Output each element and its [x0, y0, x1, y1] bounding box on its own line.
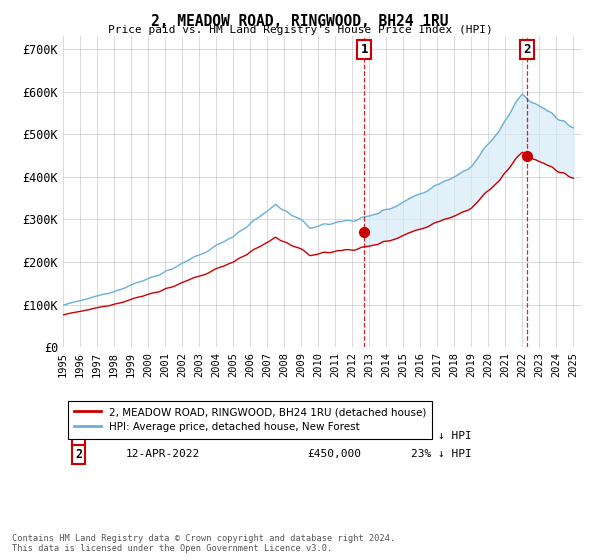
Text: 14-SEP-2012: 14-SEP-2012: [125, 431, 200, 441]
Legend: 2, MEADOW ROAD, RINGWOOD, BH24 1RU (detached house), HPI: Average price, detache: 2, MEADOW ROAD, RINGWOOD, BH24 1RU (deta…: [68, 400, 433, 438]
Text: 1: 1: [75, 430, 82, 442]
Text: 2: 2: [523, 43, 531, 55]
Text: Contains HM Land Registry data © Crown copyright and database right 2024.
This d: Contains HM Land Registry data © Crown c…: [12, 534, 395, 553]
Text: 2: 2: [75, 448, 82, 461]
Text: 23% ↓ HPI: 23% ↓ HPI: [411, 450, 472, 459]
Text: 23% ↓ HPI: 23% ↓ HPI: [411, 431, 472, 441]
Text: £450,000: £450,000: [307, 450, 361, 459]
Text: 2, MEADOW ROAD, RINGWOOD, BH24 1RU: 2, MEADOW ROAD, RINGWOOD, BH24 1RU: [151, 14, 449, 29]
Text: 1: 1: [361, 43, 368, 55]
Text: £270,000: £270,000: [307, 431, 361, 441]
Text: 12-APR-2022: 12-APR-2022: [125, 450, 200, 459]
Text: Price paid vs. HM Land Registry's House Price Index (HPI): Price paid vs. HM Land Registry's House …: [107, 25, 493, 35]
